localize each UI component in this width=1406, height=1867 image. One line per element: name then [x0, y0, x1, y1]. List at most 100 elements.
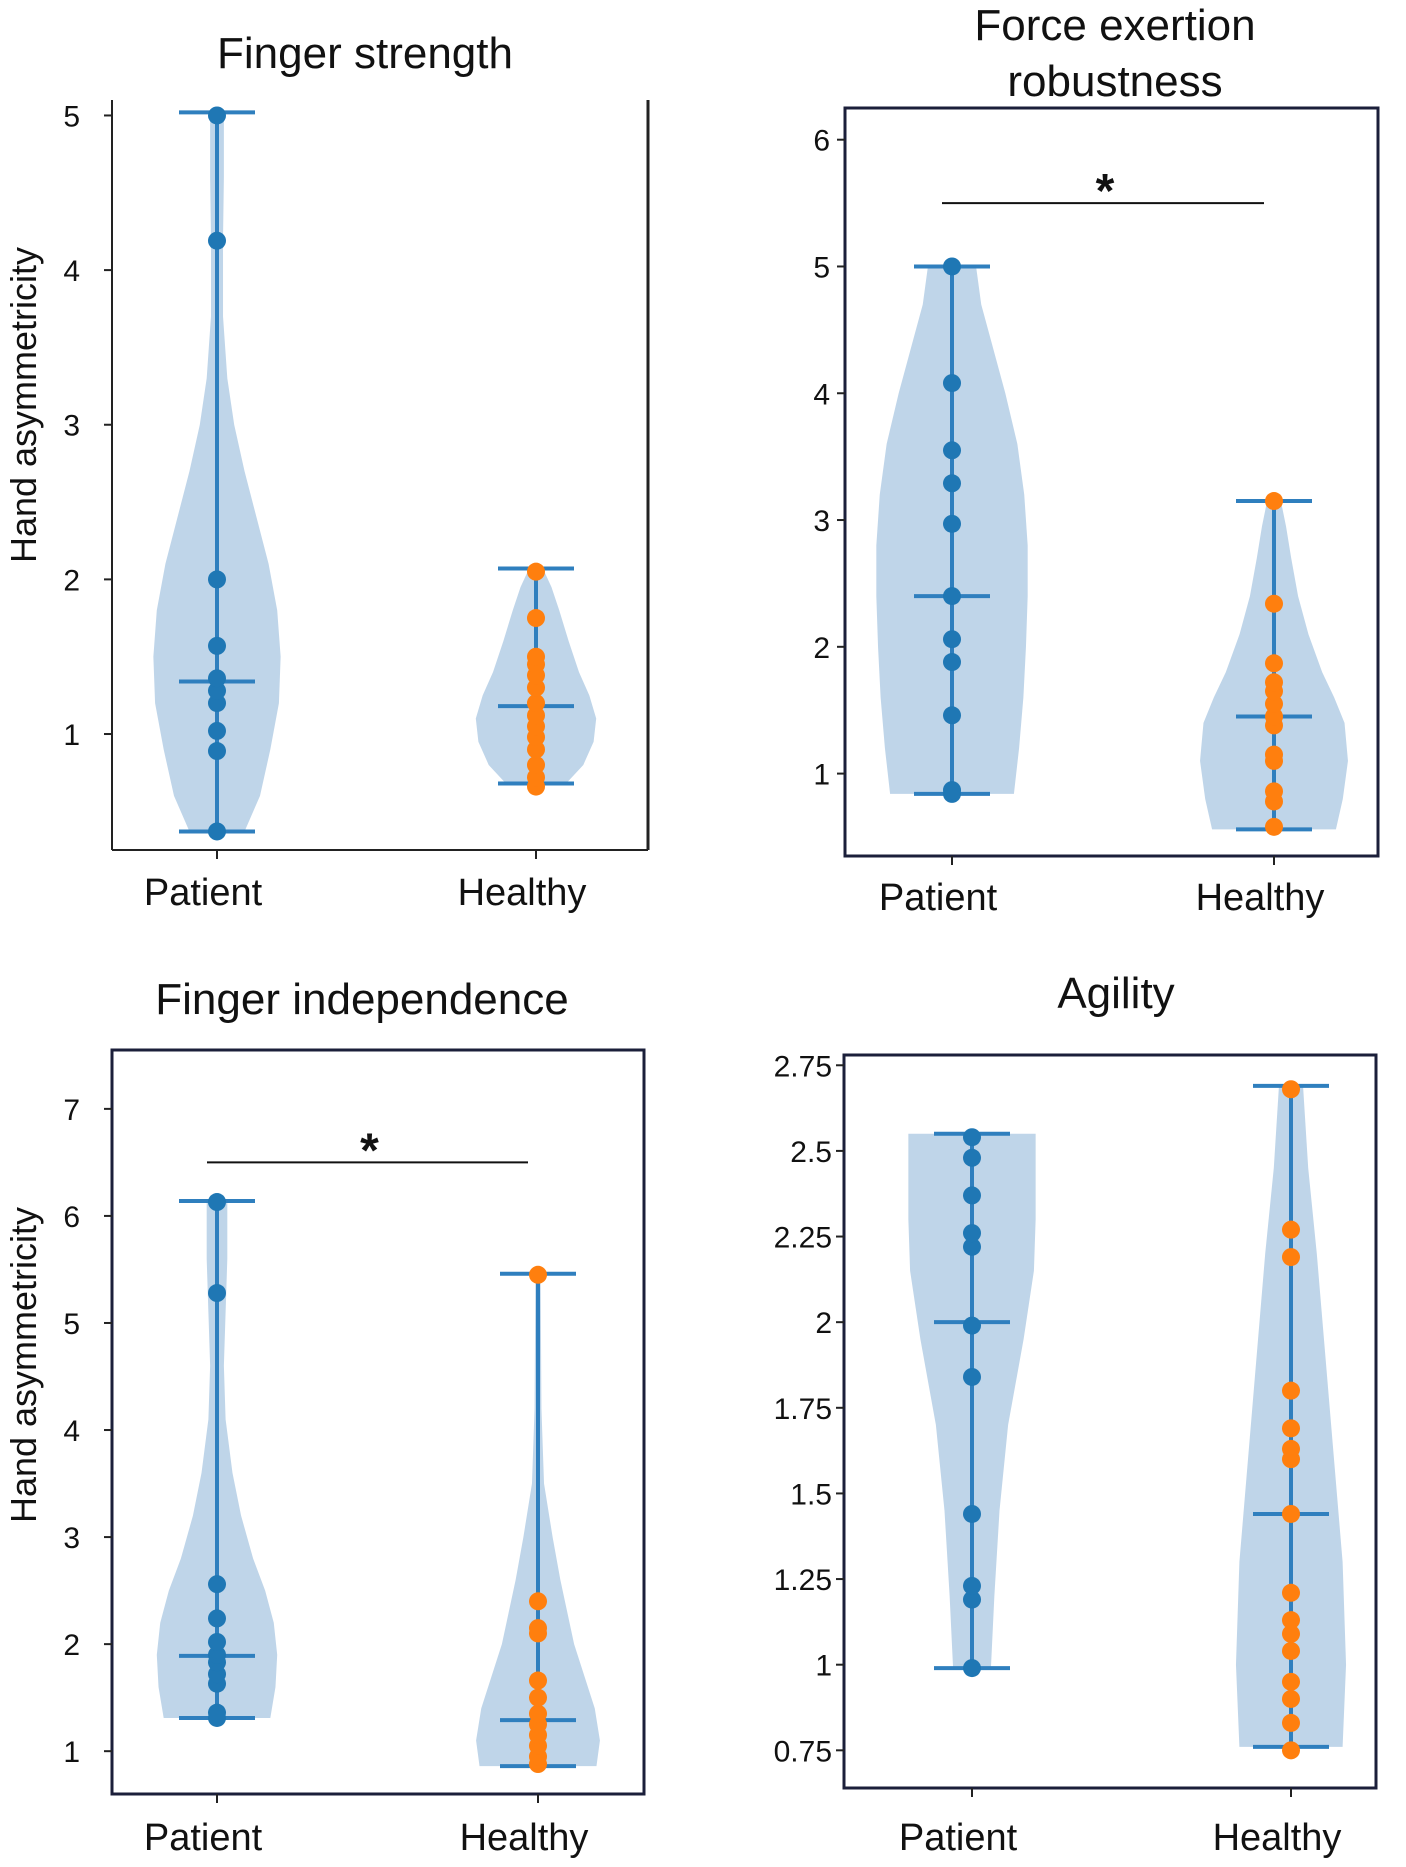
- x-tick-label: Patient: [879, 877, 998, 919]
- data-point-patient: [208, 1703, 226, 1722]
- data-point-patient: [943, 781, 961, 800]
- data-point-healthy: [1265, 745, 1283, 764]
- data-point-patient: [943, 706, 961, 725]
- data-point-patient: [943, 374, 961, 393]
- data-point-healthy: [527, 678, 545, 697]
- data-point-patient: [208, 1284, 226, 1303]
- data-point-healthy: [1282, 1504, 1300, 1523]
- data-point-healthy: [529, 1619, 547, 1638]
- plot-frame: [110, 1048, 646, 1796]
- data-point-healthy: [1265, 594, 1283, 613]
- data-point-healthy: [1282, 1672, 1300, 1691]
- y-tick-label: 1.5: [790, 1478, 832, 1511]
- y-tick-label: 5: [63, 100, 80, 133]
- data-point-patient: [943, 257, 961, 276]
- panel-title: Agility: [1057, 969, 1174, 1018]
- panel-title: Finger strength: [217, 29, 513, 78]
- data-point-healthy: [1282, 1624, 1300, 1643]
- data-point-healthy: [527, 694, 545, 713]
- data-point-healthy: [1265, 782, 1283, 801]
- data-point-patient: [963, 1237, 981, 1256]
- data-point-healthy: [1282, 1713, 1300, 1732]
- y-tick-label: 2.75: [774, 1050, 832, 1083]
- data-point-healthy: [527, 562, 545, 581]
- y-tick-label: 1: [815, 1650, 832, 1683]
- y-axis-label: Hand asymmetricity: [3, 247, 44, 563]
- plot-area: 0.75 1 1.25 1.5 1.75 2 2.25 2.5 2.75 Patient Healt…: [774, 1050, 1378, 1859]
- x-tick-label: Patient: [144, 872, 263, 914]
- data-point-patient: [208, 1193, 226, 1212]
- x-tick-label: Healthy: [458, 872, 587, 914]
- panel-finger-independence: Finger independence Hand asymmetricity 1…: [3, 975, 646, 1859]
- panel-title-line-2: robustness: [1007, 57, 1222, 106]
- data-point-healthy: [1265, 492, 1283, 511]
- y-tick-label: 4: [63, 255, 80, 288]
- y-tick-label: 2.5: [790, 1136, 832, 1169]
- data-point-patient: [943, 474, 961, 493]
- significance-star: *: [1096, 165, 1115, 218]
- data-point-patient: [963, 1590, 981, 1609]
- significance-star: *: [360, 1124, 379, 1177]
- data-point-patient: [943, 514, 961, 533]
- data-point-healthy: [1282, 1381, 1300, 1400]
- data-point-patient: [963, 1659, 981, 1678]
- y-tick-label: 5: [813, 251, 830, 284]
- data-point-patient: [208, 742, 226, 761]
- data-point-patient: [963, 1224, 981, 1243]
- data-point-healthy: [529, 1688, 547, 1707]
- data-point-patient: [943, 441, 961, 460]
- plot-frame: [843, 106, 1380, 858]
- data-point-healthy: [1282, 1583, 1300, 1602]
- data-point-patient: [208, 669, 226, 688]
- data-point-healthy: [1282, 1439, 1300, 1458]
- panel-agility: Agility 0.75 1 1.25 1.5 1.75 2 2.25 2.5 2.75 Pati…: [774, 969, 1378, 1859]
- plot-area: 1 2 3 4 5 6 7 Patient Healthy *: [63, 1048, 646, 1859]
- x-tick-label: Patient: [899, 1817, 1018, 1859]
- data-point-healthy: [1282, 1741, 1300, 1760]
- data-point-healthy: [529, 1265, 547, 1284]
- data-point-healthy: [1282, 1641, 1300, 1660]
- data-point-healthy: [1265, 694, 1283, 713]
- data-point-healthy: [529, 1704, 547, 1723]
- y-tick-label: 1: [63, 719, 80, 752]
- data-point-patient: [963, 1504, 981, 1523]
- panel-force-exertion-robustness: Force exertion robustness 1 2 3 4 5 6 Patient H…: [813, 1, 1380, 919]
- data-point-healthy: [527, 706, 545, 725]
- data-point-patient: [963, 1576, 981, 1595]
- y-tick-label: 2.25: [774, 1222, 832, 1255]
- y-tick-label: 3: [813, 505, 830, 538]
- y-tick-label: 4: [63, 1415, 80, 1448]
- x-tick-label: Patient: [144, 1817, 263, 1859]
- data-point-healthy: [527, 609, 545, 628]
- y-tick-label: 5: [63, 1308, 80, 1341]
- data-point-healthy: [1282, 1248, 1300, 1267]
- y-tick-label: 1.25: [774, 1564, 832, 1597]
- data-point-patient: [208, 636, 226, 655]
- panel-title-line-1: Force exertion: [974, 1, 1255, 50]
- data-point-healthy: [1282, 1220, 1300, 1239]
- x-tick-label: Healthy: [1213, 1817, 1342, 1859]
- y-tick-label: 1: [813, 759, 830, 792]
- data-point-patient: [208, 822, 226, 841]
- data-point-healthy: [1265, 673, 1283, 692]
- data-point-patient: [963, 1128, 981, 1147]
- data-point-healthy: [1282, 1689, 1300, 1708]
- plot-area: 1 2 3 4 5 Patient Healthy: [63, 100, 650, 914]
- y-tick-label: 2: [63, 1629, 80, 1662]
- data-point-healthy: [1282, 1611, 1300, 1630]
- data-point-patient: [208, 1575, 226, 1594]
- data-point-patient: [963, 1186, 981, 1205]
- data-point-patient: [208, 1609, 226, 1628]
- data-point-patient: [208, 721, 226, 740]
- y-tick-label: 2: [815, 1307, 832, 1340]
- y-tick-label: 4: [813, 378, 830, 411]
- data-point-healthy: [1282, 1419, 1300, 1438]
- y-tick-label: 3: [63, 1522, 80, 1555]
- y-tick-label: 7: [63, 1094, 80, 1127]
- data-point-healthy: [1265, 817, 1283, 836]
- y-tick-label: 1: [63, 1736, 80, 1769]
- x-tick-label: Healthy: [460, 1817, 589, 1859]
- y-axis-label: Hand asymmetricity: [3, 1207, 44, 1523]
- data-point-healthy: [529, 1592, 547, 1611]
